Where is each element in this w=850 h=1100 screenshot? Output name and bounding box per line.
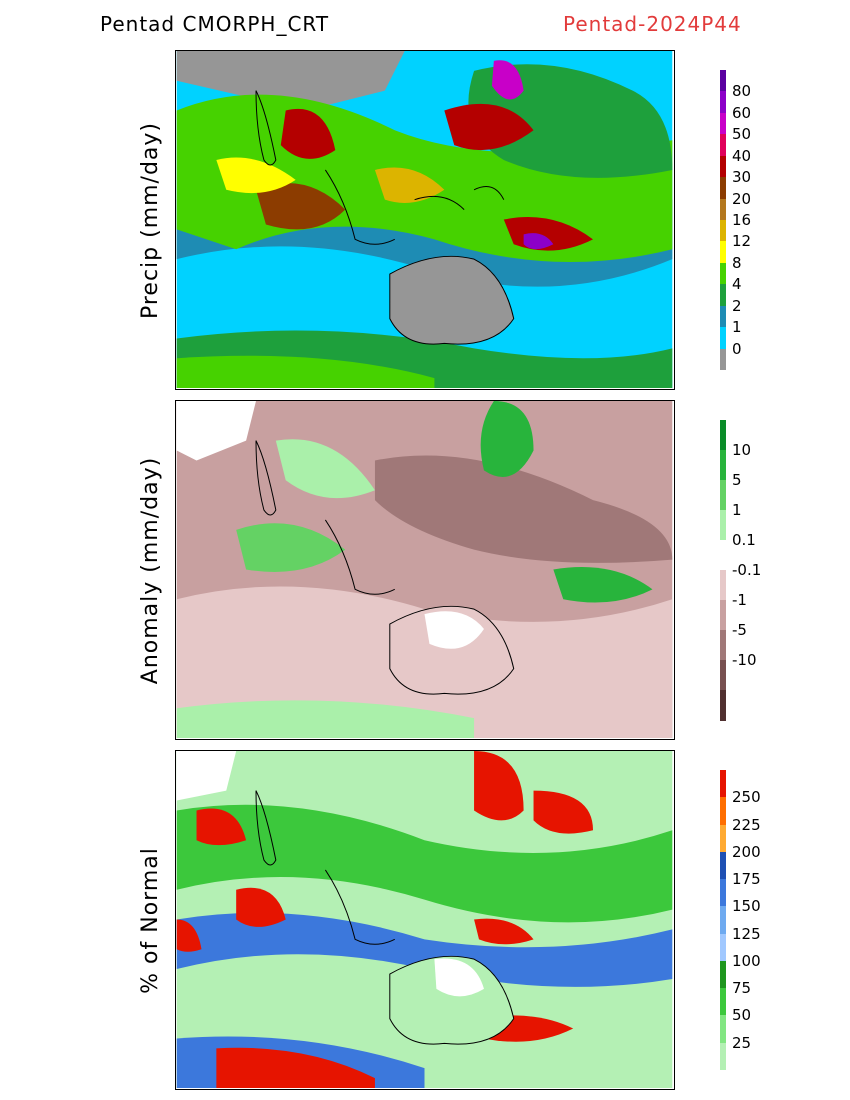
colorbar-segment — [720, 220, 726, 242]
colorbar-tick-label: 16 — [732, 211, 752, 229]
colorbar-tick-label: 225 — [732, 815, 761, 834]
colorbar-segment — [720, 1015, 726, 1044]
colorbar-tick-label: 250 — [732, 788, 761, 807]
colorbar-tick-label: 200 — [732, 842, 761, 861]
colorbar-tick-label: 1 — [732, 318, 742, 337]
colorbar-tick-label: 20 — [732, 189, 752, 208]
colorbar-tick-label: 8 — [732, 253, 742, 272]
colorbar-segment — [720, 630, 726, 661]
colorbar-tick-label: -5 — [732, 621, 747, 639]
colorbar-segment — [720, 91, 726, 114]
colorbar-segment — [720, 112, 726, 135]
colorbar-tick-label: 1 — [732, 501, 742, 519]
percent-colorbar — [720, 770, 726, 1071]
colorbar-tick-label: 40 — [732, 146, 752, 165]
colorbar-segment — [720, 450, 726, 481]
colorbar-tick-label: 50 — [732, 1006, 752, 1025]
colorbar-segment — [720, 540, 726, 571]
colorbar-segment — [720, 933, 726, 962]
colorbar-segment — [720, 134, 726, 157]
colorbar-tick-label: -10 — [732, 651, 757, 669]
colorbar-segment — [720, 284, 726, 307]
anomaly-axis-label: Anomaly (mm/day) — [137, 456, 163, 684]
precip-colorbar — [720, 70, 726, 371]
colorbar-segment — [720, 177, 726, 200]
colorbar-segment — [720, 660, 726, 691]
colorbar-tick-label: 2 — [732, 296, 742, 315]
colorbar-segment — [720, 770, 726, 798]
colorbar-segment — [720, 960, 726, 989]
colorbar-segment — [720, 906, 726, 935]
colorbar-segment — [720, 988, 726, 1016]
percent-axis-label: % of Normal — [137, 846, 163, 994]
colorbar-tick-label: -0.1 — [732, 561, 762, 579]
colorbar-segment — [720, 420, 726, 451]
colorbar-tick-label: 150 — [732, 897, 761, 916]
colorbar-tick-label: 175 — [732, 870, 761, 889]
colorbar-segment — [720, 851, 726, 880]
colorbar-segment — [720, 797, 726, 826]
colorbar-tick-label: 50 — [732, 125, 752, 144]
colorbar-segment — [720, 70, 726, 92]
colorbar-tick-label: 10 — [732, 441, 752, 459]
colorbar-segment — [720, 510, 726, 541]
colorbar-tick-label: 0.1 — [732, 531, 756, 549]
colorbar-tick-label: 30 — [732, 168, 752, 187]
precip-map — [175, 50, 675, 390]
colorbar-tick-label: 100 — [732, 951, 761, 970]
colorbar-segment — [720, 348, 726, 371]
colorbar-tick-label: 5 — [732, 471, 742, 489]
colorbar-segment — [720, 570, 726, 601]
colorbar-segment — [720, 305, 726, 328]
colorbar-tick-label: 12 — [732, 232, 752, 251]
colorbar-segment — [720, 600, 726, 631]
colorbar-segment — [720, 1042, 726, 1071]
colorbar-tick-label: 125 — [732, 924, 761, 943]
colorbar-segment — [720, 241, 726, 264]
colorbar-segment — [720, 690, 726, 721]
anomaly-colorbar — [720, 420, 726, 721]
colorbar-segment — [720, 879, 726, 907]
colorbar-tick-label: -1 — [732, 591, 747, 609]
colorbar-tick-label: 0 — [732, 339, 742, 358]
colorbar-segment — [720, 198, 726, 221]
colorbar-segment — [720, 824, 726, 853]
page-title: Pentad CMORPH_CRT — [100, 12, 330, 36]
anomaly-map — [175, 400, 675, 740]
precip-axis-label: Precip (mm/day) — [137, 121, 163, 319]
percent-normal-map — [175, 750, 675, 1090]
colorbar-tick-label: 80 — [732, 82, 752, 101]
colorbar-tick-label: 60 — [732, 103, 752, 122]
colorbar-segment — [720, 262, 726, 285]
colorbar-segment — [720, 155, 726, 178]
colorbar-tick-label: 25 — [732, 1033, 752, 1052]
colorbar-segment — [720, 480, 726, 511]
colorbar-tick-label: 75 — [732, 979, 752, 998]
pentad-label: Pentad-2024P44 — [563, 12, 742, 36]
colorbar-tick-label: 4 — [732, 275, 742, 294]
colorbar-segment — [720, 327, 726, 350]
